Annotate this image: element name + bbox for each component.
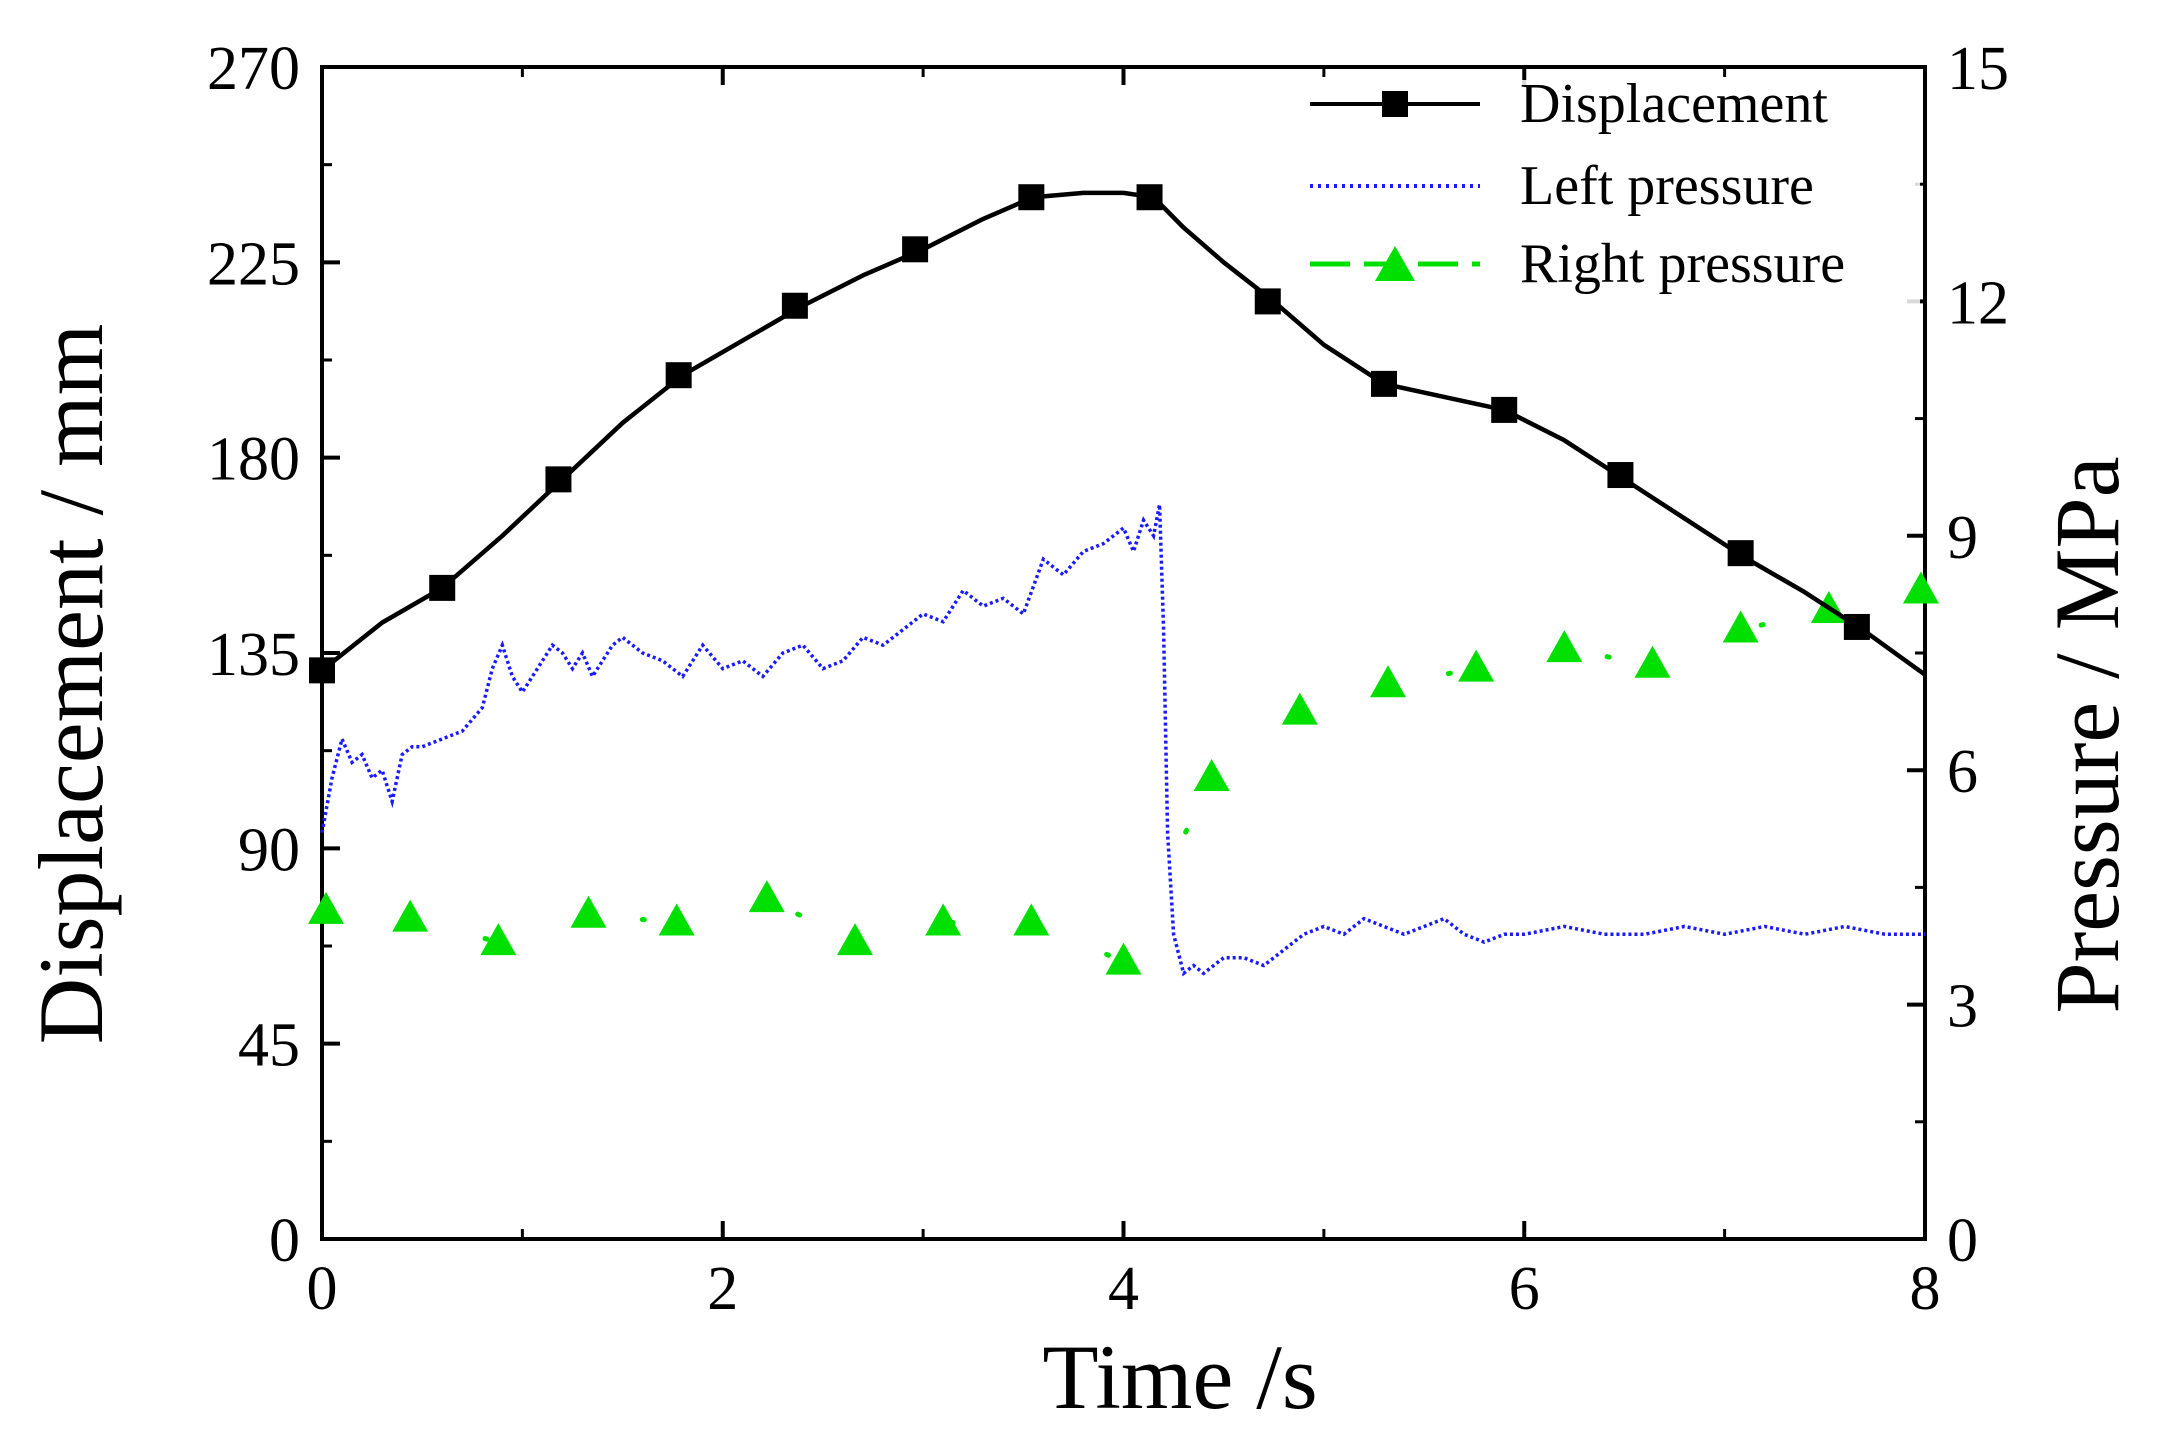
y-right-tick-label: 12 [1947, 269, 2009, 337]
y-left-tick-label: 0 [269, 1207, 300, 1275]
right-pressure-marker [659, 904, 695, 936]
right-pressure-marker [1546, 630, 1582, 662]
right-pressure-marker [1194, 759, 1230, 791]
y-left-tick-label: 90 [238, 816, 300, 884]
y-left-tick-label: 270 [207, 35, 300, 103]
x-tick-label: 0 [307, 1255, 338, 1323]
displacement-marker [1018, 184, 1044, 210]
right-pressure-marker [1458, 650, 1494, 682]
x-tick-label: 6 [1509, 1255, 1540, 1323]
right-pressure-marker [1634, 646, 1670, 678]
y-left-tick-label: 135 [207, 621, 300, 689]
y-left-axis-title: Displacement / mm [20, 324, 122, 1045]
displacement-marker [545, 466, 571, 492]
y-left-tick-label: 225 [207, 230, 300, 298]
right-pressure-marker [1903, 571, 1939, 603]
right-pressure-marker [1013, 904, 1049, 936]
legend-marker-square-icon [1382, 91, 1408, 117]
displacement-marker [1844, 614, 1870, 640]
right-pressure-marker [925, 904, 961, 936]
y-left-tick-label: 45 [238, 1012, 300, 1080]
displacement-marker [1607, 462, 1633, 488]
displacement-marker [782, 293, 808, 319]
displacement-marker [1491, 397, 1517, 423]
displacement-marker [1255, 288, 1281, 314]
right-pressure-marker [837, 923, 873, 955]
x-axis-title: Time /s [1042, 1326, 1317, 1428]
legend-label-left-pressure: Left pressure [1520, 155, 1814, 217]
right-pressure-marker [570, 896, 606, 928]
legend-label-displacement: Displacement [1520, 73, 1828, 135]
x-tick-label: 2 [707, 1255, 738, 1323]
displacement-marker [429, 575, 455, 601]
series-line-right-pressure [326, 590, 1921, 961]
series-line-left-pressure [322, 505, 1925, 974]
displacement-marker [1371, 371, 1397, 397]
displacement-marker [1137, 184, 1163, 210]
y-right-tick-label: 9 [1947, 504, 1978, 572]
y-right-tick-label: 3 [1947, 973, 1978, 1041]
y-right-tick-label: 0 [1947, 1207, 1978, 1275]
legend: Displacement Left pressure Right pressur… [1300, 73, 1920, 310]
displacement-marker [902, 236, 928, 262]
x-tick-label: 8 [1910, 1255, 1941, 1323]
right-pressure-marker [1723, 611, 1759, 643]
legend-label-right-pressure: Right pressure [1520, 233, 1845, 295]
x-tick-label: 4 [1108, 1255, 1139, 1323]
chart-svg: 0 2 4 6 80459013518022527003691215 Time /s D… [0, 0, 2157, 1433]
right-pressure-marker [1106, 943, 1142, 975]
y-left-tick-label: 180 [207, 426, 300, 494]
right-pressure-marker [308, 892, 344, 924]
y-right-tick-label: 6 [1947, 738, 1978, 806]
displacement-marker [309, 657, 335, 683]
displacement-marker [1728, 540, 1754, 566]
displacement-marker [666, 362, 692, 388]
right-pressure-marker [1370, 665, 1406, 697]
right-pressure-marker [392, 900, 428, 932]
y-right-axis-title: Pressure / MPa [2036, 456, 2138, 1013]
right-pressure-marker [1282, 693, 1318, 725]
y-right-tick-label: 15 [1947, 35, 2009, 103]
right-pressure-marker [749, 880, 785, 912]
